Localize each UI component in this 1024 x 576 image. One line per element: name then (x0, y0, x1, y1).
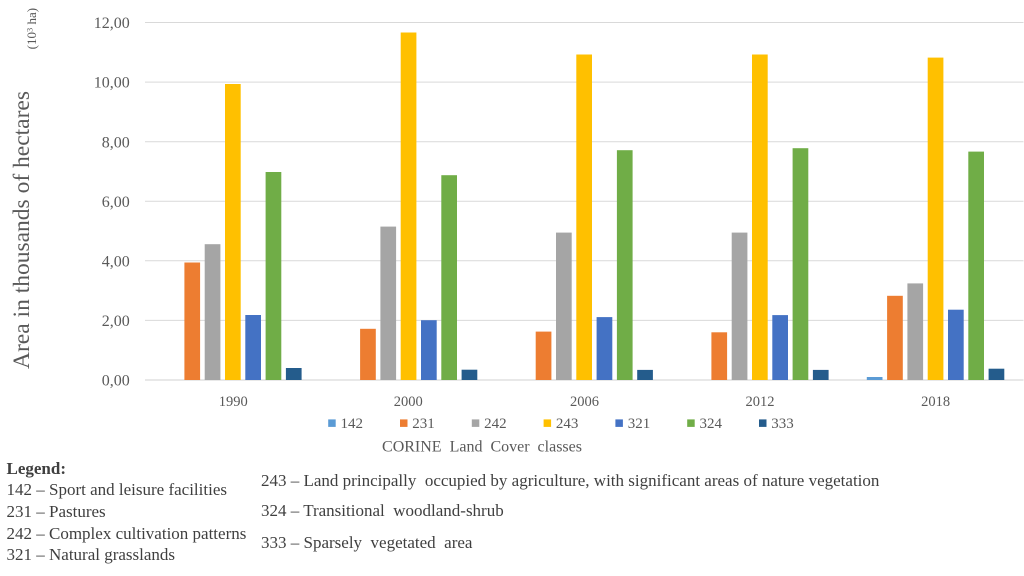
svg-text:333: 333 (771, 416, 794, 432)
svg-text:0,00: 0,00 (102, 373, 130, 390)
svg-text:242: 242 (484, 416, 507, 432)
svg-text:6,00: 6,00 (102, 194, 130, 211)
svg-text:243: 243 (556, 416, 579, 432)
svg-text:2006: 2006 (570, 394, 599, 410)
svg-text:1990: 1990 (219, 394, 248, 410)
svg-text:231: 231 (412, 416, 435, 432)
svg-text:2000: 2000 (394, 394, 423, 410)
svg-text:2,00: 2,00 (102, 313, 130, 330)
svg-text:10,00: 10,00 (94, 75, 130, 92)
svg-text:321: 321 (628, 416, 651, 432)
svg-text:12,00: 12,00 (94, 15, 130, 32)
svg-text:(103 ha): (103 ha) (24, 8, 39, 49)
svg-text:324: 324 (700, 416, 723, 432)
svg-text:142: 142 (341, 416, 364, 432)
svg-text:8,00: 8,00 (102, 134, 130, 151)
svg-text:2012: 2012 (746, 394, 775, 410)
svg-text:2018: 2018 (921, 394, 950, 410)
svg-text:4,00: 4,00 (102, 253, 130, 270)
svg-text:CORINE Land Cover classes: CORINE Land Cover classes (382, 439, 582, 456)
svg-text:Area in thousands of hectares: Area in thousands of hectares (9, 91, 35, 369)
